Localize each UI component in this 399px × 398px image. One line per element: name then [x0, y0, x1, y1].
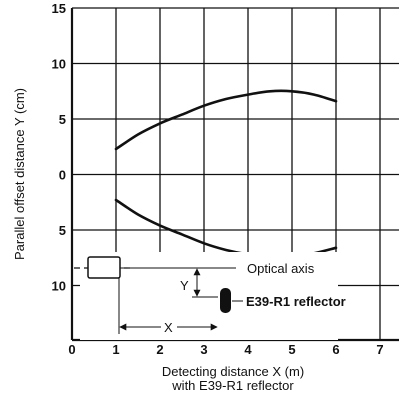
- x-tick-label-1: 1: [112, 342, 119, 357]
- y-tick-label-3: 0: [59, 168, 66, 183]
- y-tick-label-4: 5: [59, 223, 66, 238]
- x-axis-label-line2: with E39-R1 reflector: [171, 378, 294, 393]
- y-tick-label-1: 10: [52, 57, 66, 72]
- x-tick-label-3: 3: [200, 342, 207, 357]
- optical-axis-label: Optical axis: [247, 261, 315, 276]
- x-tick-label-6: 6: [332, 342, 339, 357]
- tick-labels: 0 1 2 3 4 5 6 7 15 10 5 0 5 10: [52, 1, 384, 357]
- x-tick-label-7: 7: [376, 342, 383, 357]
- x-tick-label-2: 2: [156, 342, 163, 357]
- x-tick-label-0: 0: [68, 342, 75, 357]
- x-tick-label-5: 5: [288, 342, 295, 357]
- reflector-label: E39-R1 reflector: [246, 294, 346, 309]
- x-label-background: [161, 318, 177, 335]
- y-tick-label-0: 15: [52, 1, 66, 16]
- y-dimension-label: Y: [180, 278, 189, 293]
- sensor-body: [87, 256, 121, 279]
- reflector-shape: [220, 288, 231, 313]
- series-line-1: [114, 89, 338, 151]
- x-dimension-label: X: [164, 320, 173, 335]
- x-tick-label-4: 4: [244, 342, 252, 357]
- y-axis-label: Parallel offset distance Y (cm): [12, 88, 27, 260]
- y-tick-label-5: 10: [52, 279, 66, 294]
- x-axis-label: Detecting distance X (m): [162, 364, 304, 379]
- y-tick-label-2: 5: [59, 112, 66, 127]
- inset-schematic: Optical axis Y E39-R1 reflector X: [74, 252, 346, 340]
